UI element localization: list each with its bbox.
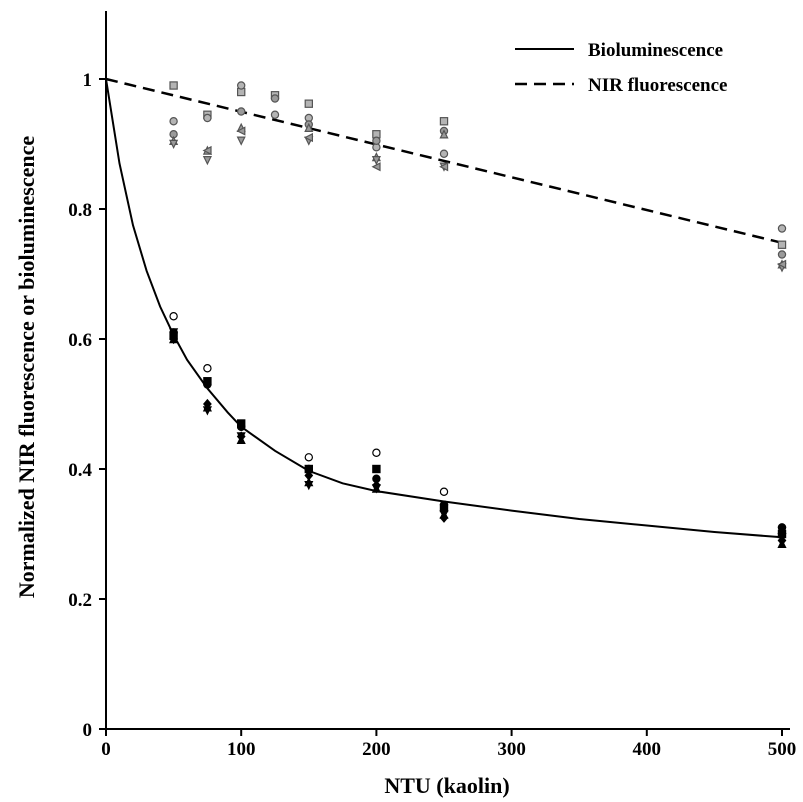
nir-fluorescence-point	[270, 94, 280, 103]
bioluminescence-point	[304, 481, 314, 491]
bioluminescence-point	[203, 364, 212, 373]
x-ticks: 0 100 200 300 400 500	[101, 729, 796, 760]
bioluminescence-point	[777, 538, 787, 548]
nir-fluorescence-point	[439, 149, 449, 158]
nir-fluorescence-point	[236, 81, 246, 90]
legend-label-bioluminescence: Bioluminescence	[588, 40, 723, 61]
y-tick-label: 0.8	[68, 200, 92, 221]
nir-fluorescence-point	[777, 259, 787, 269]
x-tick-label: 200	[362, 739, 391, 760]
nir-fluorescence-point	[777, 240, 787, 249]
x-tick-label: 300	[497, 739, 526, 760]
nir-fluorescence-point	[203, 113, 212, 123]
nir-fluorescence-curve	[105, 77, 783, 245]
y-axis-title: Normalized NIR fluorescence or biolumine…	[14, 136, 39, 599]
nir-fluorescence-point	[169, 81, 178, 90]
nir-fluorescence-point	[371, 162, 381, 172]
x-axis-title: NTU (kaolin)	[384, 773, 509, 798]
bioluminescence-point	[372, 464, 381, 474]
x-tick-label: 100	[227, 739, 256, 760]
bioluminescence-point	[202, 406, 212, 416]
plot-frame	[105, 11, 790, 730]
nir-fluorescence-point	[439, 117, 449, 126]
x-tick-label: 500	[768, 739, 797, 760]
curves	[105, 77, 783, 539]
nir-fluorescence-point	[270, 110, 280, 119]
y-ticks: 0 0.2 0.4 0.6 0.8 1	[68, 70, 106, 741]
markers	[169, 81, 787, 548]
nir-fluorescence-point	[777, 224, 787, 233]
bioluminescence-point	[203, 377, 212, 386]
bioluminescence-point	[169, 334, 179, 344]
nir-fluorescence-point	[777, 250, 787, 259]
nir-fluorescence-point	[169, 117, 178, 126]
bioluminescence-curve	[105, 78, 783, 539]
bioluminescence-point	[372, 448, 381, 457]
y-tick-label: 0.2	[68, 590, 92, 611]
bioluminescence-point	[371, 484, 381, 494]
bioluminescence-point	[169, 328, 179, 338]
y-tick-label: 0.4	[68, 460, 92, 481]
nir-fluorescence-point	[304, 122, 314, 132]
bioluminescence-point	[777, 533, 787, 543]
bioluminescence-point	[304, 453, 313, 462]
bioluminescence-point	[439, 487, 449, 496]
nir-fluorescence-point	[372, 136, 381, 145]
bioluminescence-point	[236, 432, 246, 442]
nir-fluorescence-point	[202, 145, 212, 156]
nir-fluorescence-point	[169, 139, 179, 149]
bioluminescence-point	[439, 510, 449, 520]
legend-label-nir-fluorescence: NIR fluorescence	[588, 75, 727, 96]
y-tick-label: 0	[83, 720, 93, 741]
nir-fluorescence-point	[202, 156, 212, 166]
nir-fluorescence-point	[439, 162, 449, 172]
legend: Bioluminescence NIR fluorescence	[515, 40, 727, 96]
nir-fluorescence-point	[303, 132, 313, 143]
bioluminescence-point	[169, 312, 178, 321]
nir-fluorescence-point	[439, 129, 449, 139]
nir-fluorescence-point	[236, 136, 246, 146]
x-tick-label: 0	[101, 739, 111, 760]
nir-fluorescence-point	[371, 156, 381, 166]
y-tick-label: 1	[83, 70, 93, 91]
x-tick-label: 400	[633, 739, 662, 760]
nir-fluorescence-point	[236, 126, 246, 136]
y-tick-label: 0.6	[68, 330, 92, 351]
nir-fluorescence-point	[304, 99, 314, 108]
nir-fluorescence-point	[236, 107, 246, 116]
bioluminescence-point	[237, 419, 246, 428]
